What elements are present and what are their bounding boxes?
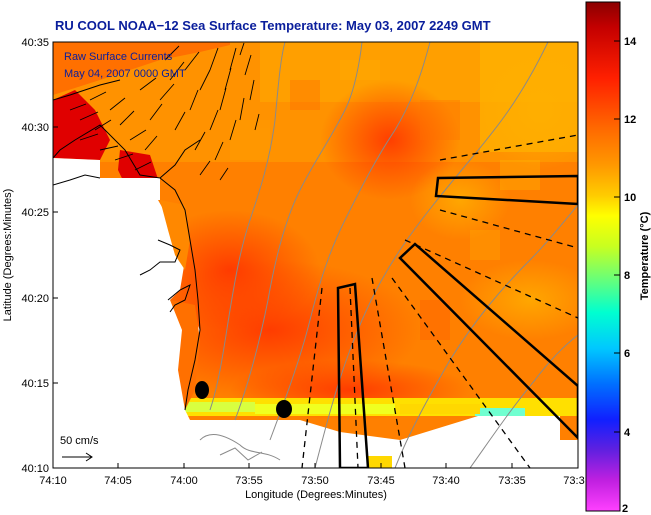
y-tick-label: 40:30 xyxy=(21,122,49,134)
x-tick-label: 74:05 xyxy=(104,475,132,487)
scale-arrow xyxy=(62,452,93,462)
surface-current-vectors xyxy=(69,42,260,181)
x-tick-label: 74:10 xyxy=(39,475,67,487)
x-axis: 74:10 74:05 74:00 73:55 73:50 73:45 73:4… xyxy=(39,463,585,501)
colorbar-gradient xyxy=(585,1,621,512)
sampling-boxes xyxy=(336,174,578,468)
colorbar-tick-label: 14 xyxy=(624,36,637,48)
colorbar-tick-label: 2 xyxy=(622,503,628,515)
x-tick-label: 73:3 xyxy=(563,475,584,487)
sst-field xyxy=(53,42,578,468)
bathymetry-contours xyxy=(199,42,578,468)
colorbar-tick-label: 6 xyxy=(624,348,630,360)
colorbar-tick-label: 4 xyxy=(624,427,631,439)
x-tick-label: 73:40 xyxy=(432,475,460,487)
y-axis: 40:35 40:30 40:25 40:20 40:15 40:10 Lati… xyxy=(2,37,58,475)
station-marker xyxy=(195,381,209,399)
x-tick-label: 73:45 xyxy=(367,475,395,487)
y-tick-label: 40:10 xyxy=(21,463,49,475)
y-axis-label: Latitude (Degrees:Minutes) xyxy=(2,189,14,322)
legend-line-1: Raw Surface Currents xyxy=(64,51,173,63)
x-axis-label: Longitude (Degrees:Minutes) xyxy=(245,489,387,501)
figure-title: RU COOL NOAA−12 Sea Surface Temperature:… xyxy=(55,18,491,33)
scale-label: 50 cm/s xyxy=(60,435,99,447)
y-tick-label: 40:20 xyxy=(21,293,49,305)
station-marker xyxy=(276,400,292,418)
x-tick-label: 73:35 xyxy=(498,475,526,487)
coastline xyxy=(53,79,201,411)
colorbar-tick-label: 8 xyxy=(624,270,630,282)
colorbar-label: Temperature (°C) xyxy=(639,211,651,300)
y-tick-label: 40:25 xyxy=(21,207,49,219)
y-tick-label: 40:35 xyxy=(21,37,49,49)
x-tick-label: 74:00 xyxy=(170,475,198,487)
x-tick-label: 73:50 xyxy=(301,475,329,487)
radial-transect-lines xyxy=(301,134,578,468)
legend-line-2: May 04, 2007 0000 GMT xyxy=(64,68,186,80)
colorbar: 14 12 10 8 6 4 2 Temperature (°C) xyxy=(585,1,651,515)
colorbar-tick-label: 10 xyxy=(624,192,636,204)
y-tick-label: 40:15 xyxy=(21,378,49,390)
x-tick-label: 73:55 xyxy=(235,475,263,487)
colorbar-tick-label: 12 xyxy=(624,114,636,126)
